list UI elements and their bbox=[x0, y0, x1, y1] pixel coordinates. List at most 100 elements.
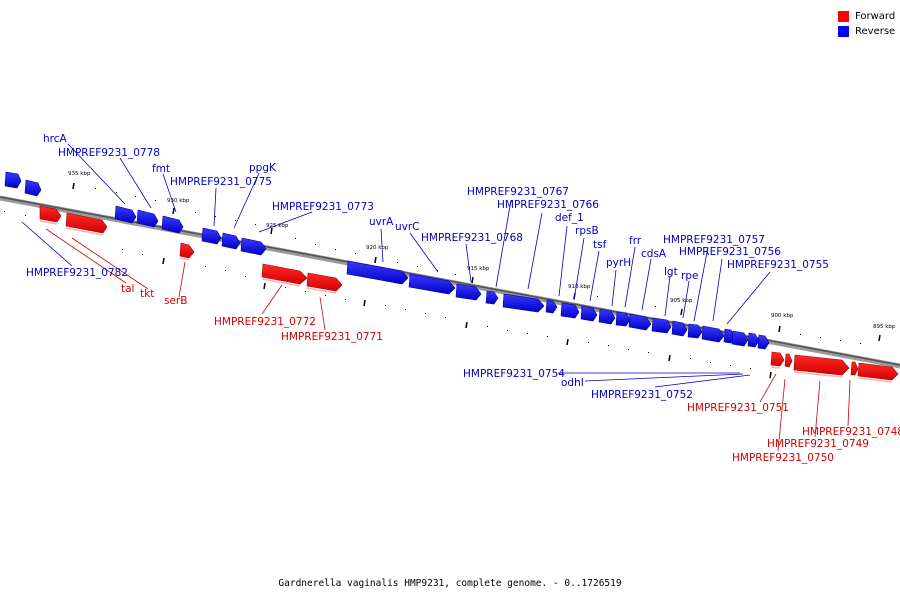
reverse-leader-lines bbox=[21, 143, 771, 388]
gene-label: uvrA bbox=[369, 216, 394, 228]
gene-label: frr bbox=[629, 235, 642, 247]
gene-label: lgt bbox=[664, 266, 678, 278]
gene-arrow bbox=[671, 320, 688, 337]
gene-arrow bbox=[687, 323, 703, 339]
gene-label: odhI bbox=[561, 377, 584, 389]
gene-arrow bbox=[701, 325, 725, 343]
gene-label: HMPREF9231_0771 bbox=[281, 331, 383, 343]
gene-arrow bbox=[850, 361, 859, 376]
scale-label: 895 kbp bbox=[873, 324, 896, 330]
gene-arrow bbox=[201, 227, 222, 245]
gene-label: HMPREF9231_0748 bbox=[802, 426, 900, 438]
gene-arrow bbox=[598, 308, 616, 325]
scale-label: 935 kbp bbox=[68, 171, 91, 177]
gene-arrow bbox=[757, 334, 770, 350]
gene-arrow bbox=[24, 179, 42, 197]
gene-arrow bbox=[408, 273, 456, 295]
gene-arrow bbox=[580, 305, 598, 322]
gene-arrow bbox=[502, 293, 545, 313]
reverse-gene-labels: hrcA HMPREF9231_0778 fmt HMPREF9231_0775… bbox=[26, 133, 829, 401]
gene-arrow bbox=[628, 313, 652, 331]
gene-arrow bbox=[179, 242, 195, 259]
gene-label: HMPREF9231_0768 bbox=[421, 232, 523, 244]
forward-strand-shadow bbox=[39, 220, 893, 383]
scale-minor-dots bbox=[4, 188, 861, 369]
gene-arrow bbox=[731, 330, 749, 347]
gene-label: HMPREF9231_0756 bbox=[679, 246, 781, 258]
legend-forward-label: Forward bbox=[855, 10, 896, 22]
gene-arrow bbox=[793, 354, 850, 376]
gene-label: HMPREF9231_0754 bbox=[463, 368, 565, 380]
scale-label: 910 kbp bbox=[568, 284, 591, 290]
gene-label: rpe bbox=[681, 270, 698, 282]
map-caption: Gardnerella vaginalis HMP9231, complete … bbox=[278, 578, 622, 589]
gene-arrow bbox=[261, 263, 308, 285]
gene-arrow bbox=[784, 353, 793, 368]
gene-arrow bbox=[651, 317, 672, 334]
reverse-strand-genes bbox=[4, 171, 770, 350]
gene-label: HMPREF9231_0752 bbox=[591, 389, 693, 401]
gene-label: uvrC bbox=[395, 221, 420, 233]
gene-label: tal bbox=[121, 283, 134, 295]
gene-label: serB bbox=[164, 295, 187, 307]
gene-label: HMPREF9231_0749 bbox=[767, 438, 869, 450]
gene-label: HMPREF9231_0778 bbox=[58, 147, 160, 159]
scale-ticks-lower bbox=[162, 257, 772, 379]
scale-label: 925 kbp bbox=[266, 223, 289, 229]
gene-arrow bbox=[4, 171, 22, 189]
gene-label: HMPREF9231_0767 bbox=[467, 186, 569, 198]
scale-label: 920 kbp bbox=[366, 245, 389, 251]
gene-label: HMPREF9231_0755 bbox=[727, 259, 829, 271]
legend-reverse-label: Reverse bbox=[855, 25, 896, 37]
gene-arrow bbox=[39, 205, 62, 223]
gene-label: HMPREF9231_0772 bbox=[214, 316, 316, 328]
forward-gene-labels: tal tkt serB HMPREF9231_0772 HMPREF9231_… bbox=[121, 283, 900, 464]
gene-label: def_1 bbox=[555, 212, 584, 224]
legend-forward: Forward bbox=[838, 9, 895, 23]
gene-arrow bbox=[770, 351, 785, 367]
legend-reverse: Reverse bbox=[838, 24, 895, 38]
gene-arrow bbox=[857, 362, 899, 381]
legend: Forward Reverse bbox=[838, 9, 895, 39]
gene-arrow bbox=[136, 209, 159, 228]
gene-label: HMPREF9231_0775 bbox=[170, 176, 272, 188]
gene-label: cdsA bbox=[641, 248, 667, 260]
gene-arrow bbox=[65, 212, 108, 234]
gene-label: HMPREF9231_0782 bbox=[26, 267, 128, 279]
scale-labels: 935 kbp 930 kbp 925 kbp 920 kbp 915 kbp … bbox=[68, 171, 896, 330]
scale-ticks bbox=[72, 182, 881, 342]
gene-label: HMPREF9231_0757 bbox=[663, 234, 765, 246]
gene-arrow bbox=[346, 260, 409, 285]
gene-arrow bbox=[240, 237, 267, 256]
scale-label: 900 kbp bbox=[771, 313, 794, 319]
gene-arrow bbox=[161, 215, 184, 234]
forward-strand-genes bbox=[39, 205, 899, 381]
gene-label: tsf bbox=[593, 239, 607, 251]
scale-label: 915 kbp bbox=[467, 266, 490, 272]
scale-label: 930 kbp bbox=[167, 198, 190, 204]
gene-label: rpsB bbox=[575, 225, 599, 237]
gene-arrow bbox=[306, 272, 343, 292]
forward-swatch bbox=[838, 10, 849, 22]
gene-label: pyrH bbox=[606, 257, 631, 269]
gene-arrow bbox=[615, 311, 631, 327]
reverse-swatch bbox=[838, 25, 849, 37]
gene-label: HMPREF9231_0773 bbox=[272, 201, 374, 213]
gene-arrow bbox=[485, 290, 499, 305]
forward-leader-lines bbox=[45, 228, 851, 452]
gene-arrow bbox=[114, 205, 137, 224]
gene-label: tkt bbox=[140, 288, 154, 300]
gene-label: HMPREF9231_0751 bbox=[687, 402, 789, 414]
gene-label: hrcA bbox=[43, 133, 68, 145]
gene-arrow bbox=[455, 283, 482, 301]
gene-label: fmt bbox=[152, 163, 170, 175]
gene-arrow bbox=[747, 332, 760, 348]
gene-arrow bbox=[560, 302, 580, 319]
scale-label: 905 kbp bbox=[670, 298, 693, 304]
gene-label: HMPREF9231_0766 bbox=[497, 199, 599, 211]
gene-arrow bbox=[221, 232, 241, 250]
gene-label: HMPREF9231_0750 bbox=[732, 452, 834, 464]
gene-label: ppgK bbox=[249, 162, 277, 174]
gene-arrow bbox=[545, 299, 558, 314]
